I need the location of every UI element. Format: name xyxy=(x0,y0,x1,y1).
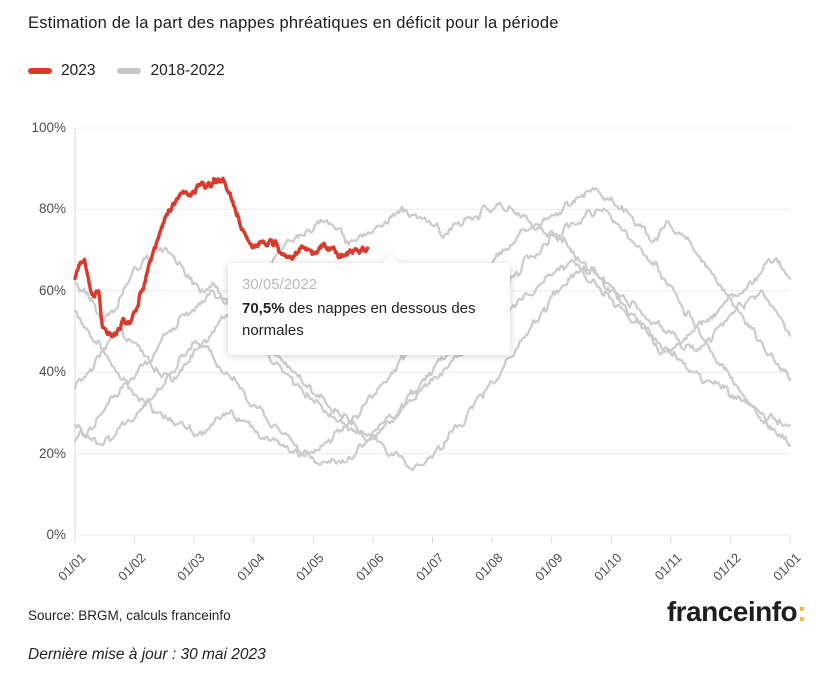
legend-label-2023: 2023 xyxy=(61,62,96,79)
series-line-2018[interactable] xyxy=(73,244,792,472)
chart-title: Estimation de la part des nappes phréati… xyxy=(28,14,559,32)
brand-name: franceinfo xyxy=(666,596,798,627)
legend-item-2018-2022: 2018-2022 xyxy=(117,62,225,80)
chart-area[interactable]: 0% 20% 40% 60% 80% 100% 01/01 01/02 01/03 01/04 0… xyxy=(0,110,820,600)
tooltip-date: 30/05/2022 xyxy=(242,276,318,293)
legend: 2023 2018-2022 xyxy=(28,62,225,80)
series-line-2022[interactable] xyxy=(73,259,792,444)
plot-svg[interactable] xyxy=(0,110,820,600)
legend-item-2023: 2023 xyxy=(28,62,95,80)
series-line-2023[interactable] xyxy=(73,176,370,339)
y-tick-label-40%: 40% xyxy=(38,364,66,380)
source-note: Source: BRGM, calculs franceinfo xyxy=(28,608,231,623)
y-tick-label-20%: 20% xyxy=(38,445,66,461)
legend-swatch-2018-2022 xyxy=(117,68,142,74)
brand-colon-icon: : xyxy=(797,596,806,627)
franceinfo-logo: franceinfo: xyxy=(666,596,807,628)
legend-label-2018-2022: 2018-2022 xyxy=(150,62,225,79)
y-tick-label-0%: 0% xyxy=(46,527,66,542)
y-tick-label-60%: 60% xyxy=(38,282,66,298)
tooltip-label: des nappes en dessous des normales xyxy=(242,300,476,339)
tooltip: 30/05/2022 70,5% des nappes en dessous d… xyxy=(228,254,510,355)
y-tick-label-80%: 80% xyxy=(38,201,66,217)
series-line-2021[interactable] xyxy=(73,207,792,466)
y-tick-label-100%: 100% xyxy=(31,120,66,135)
tooltip-text: 70,5% des nappes en dessous des normales xyxy=(242,298,496,342)
last-updated: Dernière mise à jour : 30 mai 2023 xyxy=(28,646,266,663)
legend-swatch-2023 xyxy=(28,68,52,74)
tooltip-value: 70,5% xyxy=(242,300,285,317)
